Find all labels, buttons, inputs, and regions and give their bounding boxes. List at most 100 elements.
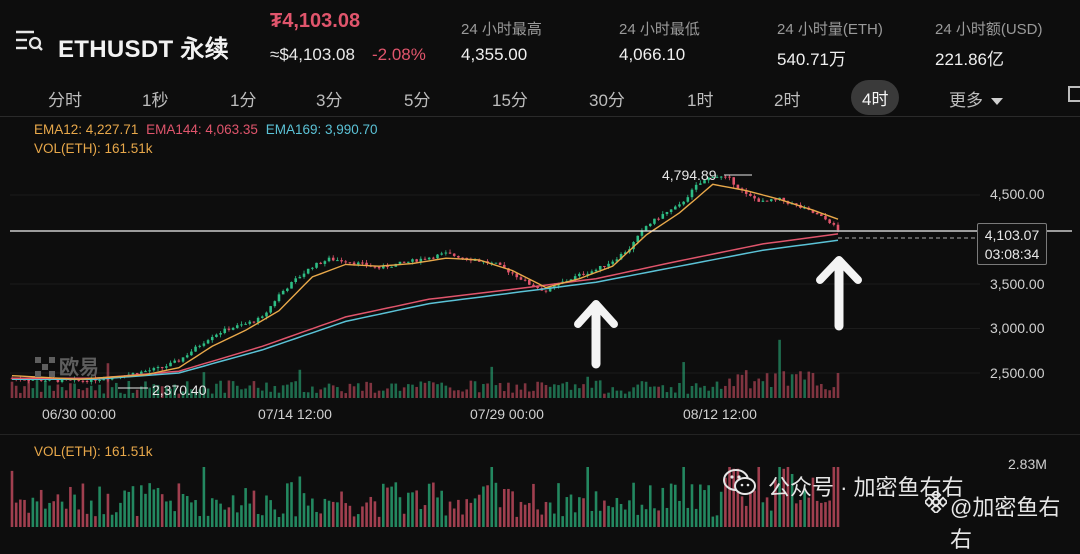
candle-body: [273, 301, 277, 307]
volume-bar: [711, 516, 715, 527]
candle-body: [498, 262, 502, 265]
tab-2h[interactable]: 2时: [774, 91, 801, 110]
candle: [348, 262, 352, 264]
volume-overlay-bar: [361, 390, 364, 398]
volume-bar: [194, 500, 197, 527]
menu-icon[interactable]: [14, 28, 44, 54]
volume-bar: [774, 479, 777, 527]
candle: [327, 255, 331, 263]
candle-body: [536, 286, 539, 289]
volume-overlay-bar: [294, 381, 297, 398]
tab-30m[interactable]: 30分: [589, 91, 625, 110]
volume-bar: [89, 500, 93, 527]
volume-overlay-bar: [89, 385, 93, 398]
volume-bar: [369, 496, 373, 527]
candle-body: [411, 259, 414, 262]
volume-overlay-bar: [60, 387, 64, 398]
volume-overlay-bar: [448, 387, 452, 398]
volume-bar: [786, 467, 790, 527]
volume-bar: [77, 509, 81, 527]
volume-bar: [165, 501, 168, 527]
candle-body: [381, 265, 385, 269]
volume-bar: [386, 487, 389, 527]
volume-overlay-bar: [77, 388, 81, 398]
candle: [227, 326, 231, 332]
candle-body: [590, 271, 594, 274]
volume-overlay-bar: [715, 381, 719, 398]
volume-overlay-bar: [352, 386, 356, 398]
tab-3m[interactable]: 3分: [316, 91, 343, 110]
candle-body: [235, 325, 239, 328]
stat-value-turnover: 221.86亿: [935, 50, 1004, 69]
x-label-1: 07/14 12:00: [258, 406, 332, 422]
volume-bar: [782, 468, 786, 527]
volume-bar: [311, 498, 314, 527]
y-tick-2500: 2,500.00: [990, 365, 1045, 381]
candle-body: [173, 360, 176, 363]
volume-overlay-bar: [494, 385, 498, 398]
candle-body: [678, 204, 681, 207]
tab-overflow-edge[interactable]: [1068, 84, 1080, 104]
volume-overlay-bar: [736, 374, 740, 398]
tab-4h-active[interactable]: 4时: [851, 80, 900, 115]
volume-overlay-bar: [711, 386, 715, 398]
candle: [198, 344, 202, 349]
current-price-value: 4,103.07: [984, 227, 1040, 243]
tab-1s[interactable]: 1秒: [142, 91, 169, 110]
volume-overlay-bar: [248, 385, 252, 398]
volume-overlay-bar: [820, 383, 823, 398]
tab-1h[interactable]: 1时: [687, 91, 714, 110]
volume-bar: [736, 468, 740, 527]
volume-bar: [64, 508, 68, 527]
volume-bar: [348, 505, 352, 527]
symbol-title[interactable]: ETHUSDT 永续: [58, 36, 229, 63]
tab-5m[interactable]: 5分: [404, 91, 431, 110]
tab-1m[interactable]: 1分: [230, 91, 257, 110]
candle: [240, 321, 243, 328]
candle: [252, 321, 256, 324]
volume-overlay-bar: [728, 378, 731, 398]
volume-bar: [678, 500, 681, 527]
volume-overlay-bar: [231, 381, 235, 398]
volume-overlay-bar: [532, 390, 535, 398]
candle: [144, 369, 147, 373]
candle-body: [340, 260, 343, 262]
volume-bar: [728, 467, 731, 527]
volume-bar: [373, 501, 377, 527]
candle: [544, 290, 548, 294]
volume-overlay-bar: [286, 384, 289, 398]
volume-bar: [828, 500, 831, 527]
tab-more[interactable]: 更多: [949, 86, 1003, 111]
x-label-2: 07/29 00:00: [470, 406, 544, 422]
volume-overlay-bar: [686, 393, 690, 398]
volume-bar: [586, 467, 589, 527]
candle-body: [298, 276, 302, 279]
candle-body: [769, 199, 773, 202]
candle-body: [582, 273, 585, 275]
candle: [277, 292, 281, 303]
volume-bar: [173, 511, 176, 527]
volume-bar: [60, 501, 64, 527]
tab-15m[interactable]: 15分: [492, 91, 528, 110]
tab-timeline[interactable]: 分时: [48, 91, 82, 110]
volume-overlay-bar: [753, 381, 756, 398]
candle: [165, 363, 168, 371]
volume-bar: [265, 495, 268, 527]
candle-body: [398, 261, 402, 264]
candle-body: [653, 218, 656, 224]
volume-bar: [423, 505, 427, 527]
candle: [690, 188, 694, 200]
volume-bar: [590, 510, 594, 527]
volume-bar: [340, 491, 343, 527]
candle-body: [77, 379, 81, 381]
volume-overlay-bar: [749, 388, 752, 398]
stat-label-turnover: 24 小时额(USD): [935, 21, 1043, 38]
candlestick-chart[interactable]: [0, 117, 1080, 434]
volume-bar: [582, 498, 585, 527]
volume-overlay-bar: [181, 391, 185, 398]
volume-overlay-bar: [427, 381, 431, 398]
candle: [185, 352, 189, 359]
volume-bar: [352, 516, 356, 527]
volume-overlay-bar: [327, 383, 331, 398]
candle-body: [753, 195, 756, 199]
